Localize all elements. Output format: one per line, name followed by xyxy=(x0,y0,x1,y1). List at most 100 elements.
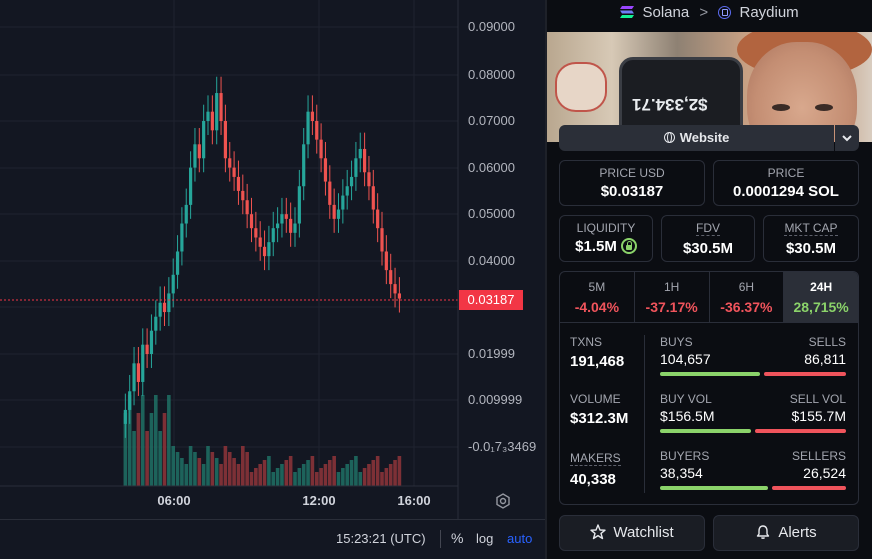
candlestick-chart[interactable]: 0.09000 0.08000 0.07000 0.06000 0.05000 0.040… xyxy=(0,0,545,559)
sells-value: 86,811 xyxy=(804,351,846,367)
phone-balance-text: $2,334.71 xyxy=(632,95,708,114)
liquidity-label: LIQUIDITY xyxy=(576,221,636,235)
tab-5m[interactable]: 5M -4.04% xyxy=(560,272,635,322)
dex-name[interactable]: Raydium xyxy=(739,4,799,21)
chart-bottom-toolbar: 15:23:21 (UTC) % log auto xyxy=(0,519,545,559)
volume-bar xyxy=(341,468,345,486)
price-sol-card: PRICE 0.0001294 SOL xyxy=(713,160,859,206)
tab-label: 1H xyxy=(663,280,680,294)
volume-bar xyxy=(288,456,293,486)
candle-body xyxy=(193,144,197,168)
volume-bar xyxy=(306,460,310,486)
tab-1h[interactable]: 1H -37.17% xyxy=(635,272,710,322)
trading-stats: TXNS 191,468 VOLUME $312.3M MAKERS 40,33… xyxy=(559,323,859,505)
volume-bar xyxy=(275,468,280,486)
volume-bar xyxy=(393,460,397,486)
x-tick-label: 06:00 xyxy=(157,493,190,508)
candle-body xyxy=(206,111,210,121)
volume-bar xyxy=(375,456,380,486)
mkt-cap-value: $30.5M xyxy=(785,240,837,257)
lock-icon[interactable] xyxy=(620,238,637,254)
mkt-cap-label[interactable]: MKT CAP xyxy=(784,221,838,236)
gear-icon[interactable] xyxy=(495,493,511,509)
utc-clock[interactable]: 15:23:21 (UTC) xyxy=(336,531,426,546)
log-scale-toggle[interactable]: log xyxy=(476,531,494,546)
volume-bar xyxy=(241,446,245,486)
candle-body xyxy=(219,93,223,121)
volume-bar xyxy=(301,464,306,486)
volume-bar xyxy=(167,395,171,486)
liquidity-value: $1.5M xyxy=(575,238,617,255)
volume-bar xyxy=(271,472,276,486)
candle-body xyxy=(363,148,367,173)
volume-bar xyxy=(297,468,302,486)
volume-bar xyxy=(323,464,328,486)
eye-graphic xyxy=(815,104,833,111)
candle-body xyxy=(323,158,328,182)
y-tick-label: 0.009999 xyxy=(468,392,522,407)
volume-bar xyxy=(319,468,323,486)
candle-body xyxy=(280,214,284,224)
volume-bar xyxy=(354,456,358,486)
makers-value: 40,338 xyxy=(570,471,616,488)
y-tick-label: 0.09000 xyxy=(468,19,515,34)
candle-body xyxy=(319,139,323,159)
volume-bar xyxy=(397,456,402,486)
volume-bar xyxy=(262,460,267,486)
candle-body xyxy=(258,237,262,247)
candle-body xyxy=(184,204,188,224)
candle-body xyxy=(232,167,236,177)
volume-bar xyxy=(328,460,332,486)
links-dropdown-button[interactable] xyxy=(835,125,859,151)
volume-bar xyxy=(149,413,154,486)
solana-icon xyxy=(620,6,635,18)
volume-bar xyxy=(336,472,341,486)
watchlist-button[interactable]: Watchlist xyxy=(559,515,705,551)
liquidity-card: LIQUIDITY $1.5M xyxy=(559,215,653,262)
alerts-button[interactable]: Alerts xyxy=(713,515,859,551)
volume-bar xyxy=(210,452,215,486)
sellers-value: 26,524 xyxy=(803,465,846,481)
buyers-sellers-stat: BUYERS SELLERS 38,354 26,524 xyxy=(660,449,846,491)
candle-body xyxy=(202,121,206,159)
percent-scale-toggle[interactable]: % xyxy=(451,530,464,546)
buyers-value: 38,354 xyxy=(660,465,703,481)
candle-body xyxy=(393,284,397,294)
volume-bar xyxy=(310,456,315,486)
buy-vol-label: BUY VOL xyxy=(660,392,712,406)
candle-body xyxy=(145,344,149,354)
volume-bar xyxy=(245,452,249,486)
fdv-label[interactable]: FDV xyxy=(696,221,720,236)
candle-body xyxy=(302,144,306,187)
auto-scale-toggle[interactable]: auto xyxy=(507,531,533,546)
candle-body xyxy=(254,228,258,238)
volume-bar xyxy=(258,464,262,486)
candle-body xyxy=(171,274,175,294)
txns-label: TXNS xyxy=(570,335,603,349)
tab-24h[interactable]: 24H 28,715% xyxy=(784,272,858,322)
volume-bar xyxy=(267,456,271,486)
volume-bar xyxy=(232,458,236,486)
candle-body xyxy=(376,209,380,229)
volume-bar xyxy=(367,464,371,486)
candle-body xyxy=(180,223,184,252)
candle-body xyxy=(397,293,401,299)
tab-6h[interactable]: 6H -36.37% xyxy=(710,272,785,322)
volume-bar xyxy=(127,395,132,486)
toolbar-divider xyxy=(440,530,441,548)
fdv-value: $30.5M xyxy=(682,240,734,257)
tab-label: 24H xyxy=(810,280,833,294)
chain-name[interactable]: Solana xyxy=(642,4,690,21)
makers-label[interactable]: MAKERS xyxy=(570,451,621,466)
tab-label: 6H xyxy=(738,280,755,294)
candle-body xyxy=(223,121,227,159)
candle-body xyxy=(341,195,345,210)
volume-bar xyxy=(184,464,189,486)
price-chart[interactable]: 0.09000 0.08000 0.07000 0.06000 0.05000 0.040… xyxy=(0,0,545,559)
website-button[interactable]: Website xyxy=(559,125,834,151)
volume-bar xyxy=(188,446,193,486)
volume-bar xyxy=(293,472,297,486)
candle-body xyxy=(354,158,358,177)
volume-bar xyxy=(388,464,393,486)
candle-body xyxy=(141,344,145,382)
